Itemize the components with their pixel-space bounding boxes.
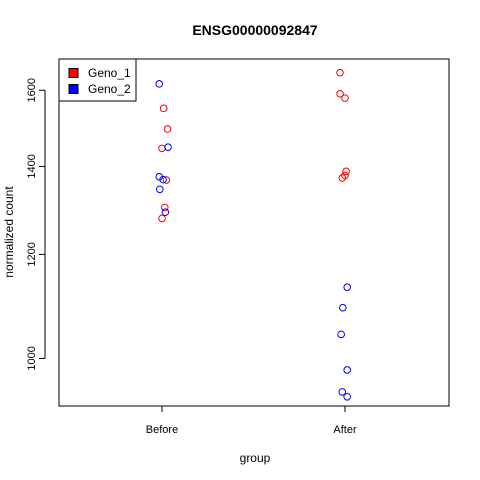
data-point-geno-1 <box>343 168 350 175</box>
y-axis-label: normalized count <box>2 186 16 278</box>
data-point-geno-1 <box>159 215 166 222</box>
plot-area-frame <box>59 59 449 406</box>
data-point-geno-2 <box>340 304 347 311</box>
data-point-geno-1 <box>159 145 166 152</box>
data-point-geno-1 <box>342 95 349 102</box>
chart-title: ENSG00000092847 <box>192 22 318 38</box>
legend-label: Geno_1 <box>88 66 131 80</box>
data-point-geno-2 <box>344 284 351 291</box>
data-point-geno-2 <box>344 367 351 374</box>
x-tick-label: After <box>333 424 357 436</box>
y-tick-label: 1200 <box>26 242 38 266</box>
data-points <box>156 69 351 400</box>
legend-swatch <box>69 85 78 94</box>
x-tick-label: Before <box>146 424 178 436</box>
y-tick-label: 1000 <box>26 346 38 370</box>
y-tick-label: 1400 <box>26 154 38 178</box>
data-point-geno-2 <box>162 209 169 216</box>
data-point-geno-1 <box>337 69 344 76</box>
data-point-geno-2 <box>157 186 164 193</box>
x-axis-label: group <box>240 451 271 465</box>
x-axis: Before After <box>146 406 357 436</box>
data-point-geno-2 <box>344 393 351 400</box>
y-tick-label: 1600 <box>26 78 38 102</box>
data-point-geno-1 <box>160 105 167 112</box>
data-point-geno-1 <box>164 126 171 133</box>
data-point-geno-2 <box>338 331 345 338</box>
legend: Geno_1 Geno_2 <box>59 59 136 101</box>
data-point-geno-2 <box>156 81 163 88</box>
data-point-geno-2 <box>165 144 172 151</box>
y-axis: 1000 1200 1400 1600 <box>26 78 45 371</box>
legend-swatch <box>69 69 78 78</box>
legend-label: Geno_2 <box>88 82 131 96</box>
